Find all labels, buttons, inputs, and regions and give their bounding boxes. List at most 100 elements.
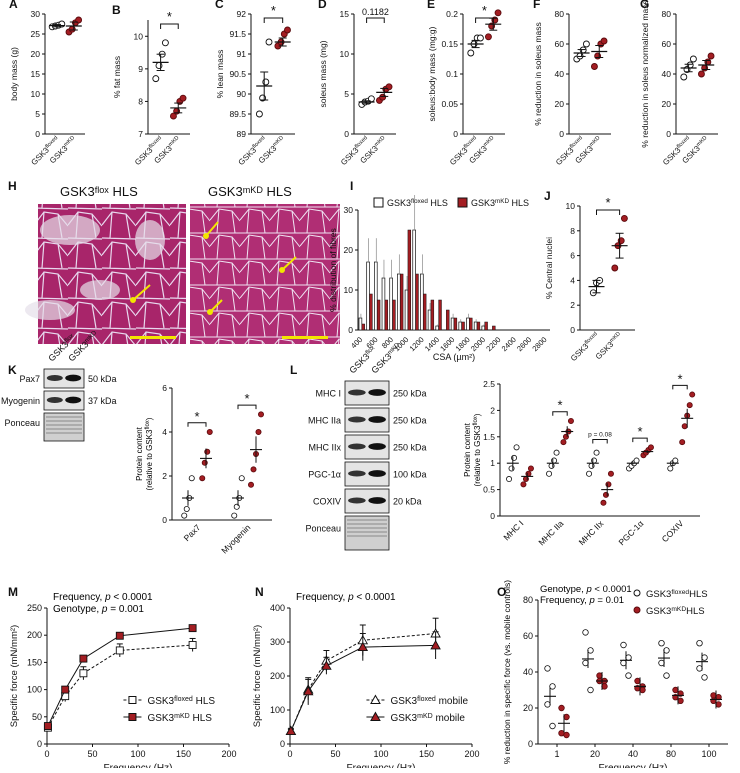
data-point xyxy=(238,475,245,482)
scale-bar xyxy=(130,336,176,339)
y-axis-label: Protein content(relative to GSK3flox) xyxy=(463,413,482,486)
bar-mkd xyxy=(446,309,450,331)
panel-letter: D xyxy=(318,0,327,11)
data-point xyxy=(546,470,553,477)
data-point xyxy=(544,701,551,708)
data-point xyxy=(560,439,567,446)
legend-label: GSK3mKD HLS xyxy=(147,713,212,724)
data-point xyxy=(527,465,534,472)
legend-marker xyxy=(370,711,381,721)
data-point xyxy=(605,481,612,488)
x-tick-label: 80 xyxy=(666,749,676,759)
kda-label: 50 kDa xyxy=(88,374,117,384)
bar-mkd xyxy=(384,299,388,331)
panel-letter: F xyxy=(533,0,540,11)
legend-marker xyxy=(370,694,381,704)
y-tick-label: 1.5 xyxy=(483,432,495,442)
panel-letter: O xyxy=(497,585,506,599)
data-point xyxy=(181,512,188,519)
data-point xyxy=(607,470,614,477)
y-tick-label: 1 xyxy=(490,458,495,468)
data-point xyxy=(634,677,641,685)
y-tick-label: 0.1 xyxy=(446,69,458,79)
kda-label: 20 kDa xyxy=(393,497,422,507)
histology-title: GSK3flox HLS xyxy=(60,184,138,199)
y-tick-label: 6 xyxy=(570,251,575,261)
sig-label: * xyxy=(482,3,487,18)
panel-letter: A xyxy=(9,0,18,11)
panel-letter: N xyxy=(255,585,264,599)
x-tick-label: 200 xyxy=(464,749,479,759)
y-tick-label: 90 xyxy=(237,89,247,99)
arrow-head xyxy=(130,297,136,303)
bar-floxed xyxy=(374,261,378,331)
sig-bracket xyxy=(596,209,621,215)
panel-letter: G xyxy=(640,0,649,11)
x-tick-label: 100 xyxy=(373,749,388,759)
data-point xyxy=(620,659,627,667)
panel-letter: I xyxy=(350,179,353,193)
blot-strip xyxy=(43,390,85,411)
y-tick-label: 20 xyxy=(662,99,672,109)
blot-band xyxy=(348,443,366,450)
legend-marker xyxy=(128,696,137,704)
bar-mkd xyxy=(415,273,419,331)
kda-label: 250 kDa xyxy=(393,416,427,426)
legend-marker xyxy=(633,589,641,597)
data-point xyxy=(681,423,688,430)
data-point xyxy=(549,683,556,690)
data-point xyxy=(620,214,628,222)
y-tick-label: 2 xyxy=(490,405,495,415)
x-tick-label: MHC I xyxy=(501,518,525,542)
x-tick-label: 200 xyxy=(221,749,236,759)
x-tick-label: 2000 xyxy=(469,335,487,353)
y-tick-label: 400 xyxy=(270,603,285,613)
arrow-head xyxy=(207,309,213,315)
bar-mkd xyxy=(492,325,496,331)
data-marker xyxy=(188,641,197,649)
legend-label: GSK3floxed HLS xyxy=(147,696,215,707)
legend-swatch xyxy=(373,197,384,208)
data-point xyxy=(250,466,257,473)
stat-text: Frequency, p < 0.0001 xyxy=(296,592,396,603)
data-point xyxy=(506,476,513,483)
bar-floxed xyxy=(473,321,478,331)
bar-mkd xyxy=(453,317,458,331)
interstitial-space xyxy=(80,280,120,300)
y-axis-label: soleus:body mass (mg:g) xyxy=(427,26,437,121)
data-point xyxy=(494,9,502,17)
data-marker xyxy=(79,654,88,663)
blot-strip xyxy=(344,515,390,551)
y-axis-label: % reduction in soleus normalized mass xyxy=(640,0,650,147)
x-tick-label: 1200 xyxy=(408,335,426,353)
interstitial-space xyxy=(135,220,165,260)
data-point xyxy=(563,713,570,721)
panel-letter: C xyxy=(215,0,224,11)
data-marker xyxy=(115,631,124,640)
arrow-head xyxy=(279,267,285,273)
data-marker xyxy=(43,722,52,730)
y-axis-label: % reduction in soleus mass xyxy=(533,22,543,125)
legend-label: GSK3mKD mobile xyxy=(390,713,465,724)
x-axis-label: Frequency (Hz) xyxy=(347,763,416,768)
sig-bracket xyxy=(632,437,648,443)
y-tick-label: 100 xyxy=(27,685,42,695)
y-tick-label: 40 xyxy=(523,667,533,677)
bar-floxed xyxy=(389,277,393,331)
bar-mkd xyxy=(423,293,427,331)
sig-bracket xyxy=(592,438,608,444)
bar-mkd xyxy=(392,299,396,331)
sig-label: 0.1182 xyxy=(362,7,389,17)
blot-band xyxy=(348,497,366,504)
x-tick-label: 50 xyxy=(87,749,97,759)
data-point xyxy=(563,731,570,739)
data-point xyxy=(710,697,717,704)
y-tick-label: 90.5 xyxy=(229,69,246,79)
y-tick-label: 0.2 xyxy=(446,9,458,19)
bar-floxed xyxy=(420,273,424,331)
y-axis-label: soleus mass (mg) xyxy=(318,40,328,107)
blot-strip xyxy=(43,368,85,389)
y-tick-label: 0 xyxy=(490,511,495,521)
